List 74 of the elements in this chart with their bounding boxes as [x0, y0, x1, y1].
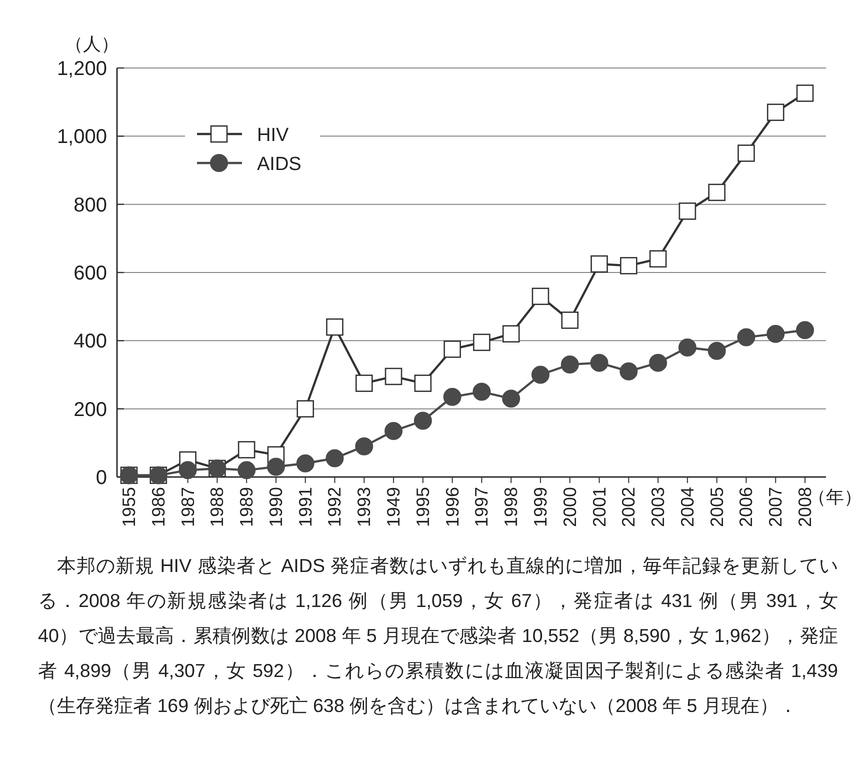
- x-tick-label: 2005: [706, 487, 727, 528]
- point: [796, 84, 814, 102]
- point: [238, 461, 256, 480]
- point: [414, 374, 432, 392]
- y-tick-label: 400: [74, 330, 107, 353]
- point: [649, 354, 668, 372]
- point: [355, 437, 374, 456]
- point: [560, 356, 579, 374]
- point: [796, 321, 814, 340]
- x-tick-label: 1995: [412, 487, 433, 528]
- point: [766, 104, 784, 121]
- point: [414, 412, 432, 430]
- x-tick-label: 1988: [207, 487, 228, 528]
- point: [620, 362, 638, 380]
- x-tick-label: 1986: [148, 487, 168, 528]
- x-tick-label: 2007: [766, 487, 786, 528]
- point: [738, 144, 755, 162]
- x-tick-label: 1989: [236, 487, 257, 528]
- point: [326, 318, 344, 336]
- point: [178, 461, 197, 480]
- y-tick-label: 800: [74, 194, 107, 216]
- x-tick-label: 1992: [324, 487, 345, 528]
- point: [678, 202, 696, 220]
- y-tick-label: 1,200: [56, 58, 107, 80]
- point: [649, 250, 667, 268]
- x-tick-label: 1999: [530, 487, 550, 528]
- x-tick-label: 1987: [178, 487, 198, 528]
- x-tick-label: 2004: [677, 487, 698, 528]
- point: [296, 400, 314, 418]
- x-tick-label: 1955: [119, 487, 139, 528]
- point: [766, 324, 785, 343]
- y-tick-label: 200: [74, 398, 107, 421]
- x-tick-label: 2003: [648, 487, 668, 528]
- point: [472, 382, 491, 401]
- point: [443, 388, 462, 406]
- x-tick-label: 1990: [266, 487, 286, 528]
- point: [737, 328, 756, 346]
- point: [296, 454, 314, 472]
- point: [326, 449, 344, 468]
- x-tick-label: 2001: [589, 487, 610, 528]
- point: [620, 257, 638, 274]
- point: [502, 325, 520, 342]
- x-tick-label: 1991: [295, 487, 316, 528]
- point: [238, 441, 256, 458]
- x-tick-label: 1997: [472, 487, 492, 528]
- x-tick-label: 2002: [618, 487, 639, 528]
- point: [384, 422, 403, 440]
- x-tick-label: 1993: [354, 487, 374, 528]
- x-tick-label: 2000: [560, 487, 580, 528]
- point: [590, 354, 608, 372]
- point: [384, 368, 402, 386]
- point: [266, 458, 285, 476]
- point: [473, 334, 490, 352]
- point: [532, 288, 550, 306]
- point: [708, 342, 726, 360]
- point: [502, 390, 520, 408]
- x-tick-label: 1998: [501, 487, 522, 528]
- y-tick-label: 0: [96, 467, 107, 489]
- point: [355, 374, 373, 392]
- x-tick-label: 2006: [736, 487, 756, 528]
- legend-label: AIDS: [257, 154, 302, 175]
- point: [590, 255, 608, 273]
- point: [531, 366, 550, 384]
- x-tick-label: 1996: [442, 487, 462, 528]
- legend-label: HIV: [257, 125, 289, 146]
- y-tick-label: 1,000: [56, 126, 107, 148]
- point: [561, 312, 579, 329]
- point: [444, 340, 461, 358]
- x-tick-label: 1949: [384, 487, 404, 528]
- text: 本邦の新規 HIV 感染者と AIDS 発症者数はいずれも直線的に増加，毎年記録を更新している．2008 年の新規感染者は 1,126 例（男 1,059，女 67），発症者は 431 例（男 391，女 40）で過去最高．累積例数は 2008 年 5 月現在で感染者 10,552（男 8,590，女 1,962），発症者 4,899（男 4,307，女 592）．これらの累積数には血液凝固因子製剤による感染者 1,439（生存発症者 169 例および死亡 638 例を含む）は含まれていない（2008 年 5 月現在）．: [38, 554, 838, 718]
- point: [678, 338, 696, 356]
- y-axis-title: （人）: [65, 34, 119, 54]
- y-tick-label: 600: [74, 262, 107, 284]
- point: [708, 184, 726, 202]
